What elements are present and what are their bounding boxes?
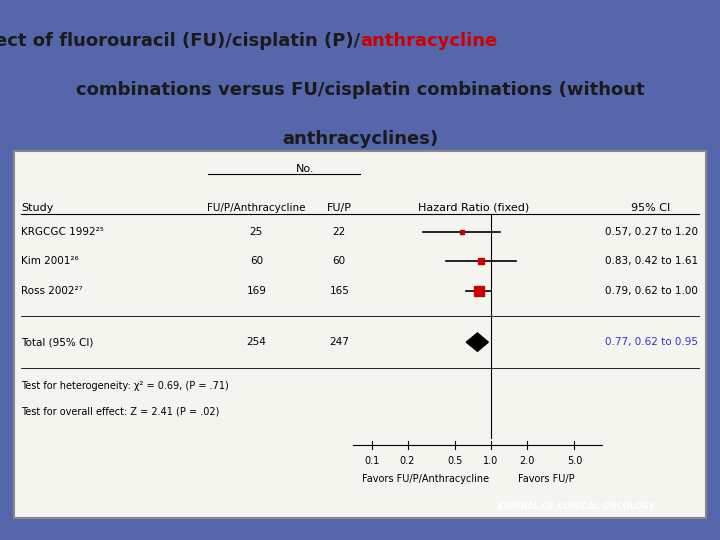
Text: Hazard Ratio (fixed): Hazard Ratio (fixed): [418, 202, 530, 213]
Text: 1.0: 1.0: [483, 456, 499, 466]
Text: 60: 60: [250, 256, 263, 266]
Text: 0.83, 0.42 to 1.61: 0.83, 0.42 to 1.61: [606, 256, 698, 266]
Polygon shape: [467, 333, 488, 352]
Text: anthracyclines): anthracyclines): [282, 130, 438, 148]
Text: FU/P: FU/P: [327, 202, 352, 213]
Text: 0.1: 0.1: [364, 456, 379, 466]
Text: Favors FU/P: Favors FU/P: [518, 474, 575, 484]
Text: 5.0: 5.0: [567, 456, 582, 466]
Text: FU/P/Anthracycline: FU/P/Anthracycline: [207, 202, 305, 213]
Text: 165: 165: [329, 286, 349, 296]
Text: 95% CI: 95% CI: [631, 202, 670, 213]
Text: combinations versus FU/cisplatin combinations (without: combinations versus FU/cisplatin combina…: [76, 81, 644, 99]
Text: 0.79, 0.62 to 1.00: 0.79, 0.62 to 1.00: [606, 286, 698, 296]
Text: 0.2: 0.2: [400, 456, 415, 466]
Text: Test for heterogeneity: χ² = 0.69, (P = .71): Test for heterogeneity: χ² = 0.69, (P = …: [22, 381, 229, 391]
Text: Total (95% CI): Total (95% CI): [22, 337, 94, 347]
Text: 0.57, 0.27 to 1.20: 0.57, 0.27 to 1.20: [606, 227, 698, 237]
Text: 0.5: 0.5: [447, 456, 463, 466]
Text: 2.0: 2.0: [519, 456, 535, 466]
Text: Favors FU/P/Anthracycline: Favors FU/P/Anthracycline: [362, 474, 489, 484]
Text: 0.77, 0.62 to 0.95: 0.77, 0.62 to 0.95: [606, 337, 698, 347]
Text: 254: 254: [246, 337, 266, 347]
Text: Kim 2001²⁶: Kim 2001²⁶: [22, 256, 79, 266]
Text: anthracycline: anthracycline: [360, 32, 498, 50]
Text: 169: 169: [246, 286, 266, 296]
Text: 25: 25: [250, 227, 263, 237]
Text: 247: 247: [329, 337, 349, 347]
Text: No.: No.: [295, 164, 314, 174]
Text: Study: Study: [22, 202, 54, 213]
FancyBboxPatch shape: [14, 151, 706, 518]
Text: 22: 22: [333, 227, 346, 237]
Text: Effect of fluorouracil (FU)/cisplatin (P)/: Effect of fluorouracil (FU)/cisplatin (P…: [0, 32, 360, 50]
Text: JOURNAL OF CLINICAL ONCOLOGY: JOURNAL OF CLINICAL ONCOLOGY: [498, 502, 654, 511]
Text: Ross 2002²⁷: Ross 2002²⁷: [22, 286, 83, 296]
Text: KRGCGC 1992²⁵: KRGCGC 1992²⁵: [22, 227, 104, 237]
Text: 60: 60: [333, 256, 346, 266]
Text: Test for overall effect: Z = 2.41 (P = .02): Test for overall effect: Z = 2.41 (P = .…: [22, 407, 220, 417]
